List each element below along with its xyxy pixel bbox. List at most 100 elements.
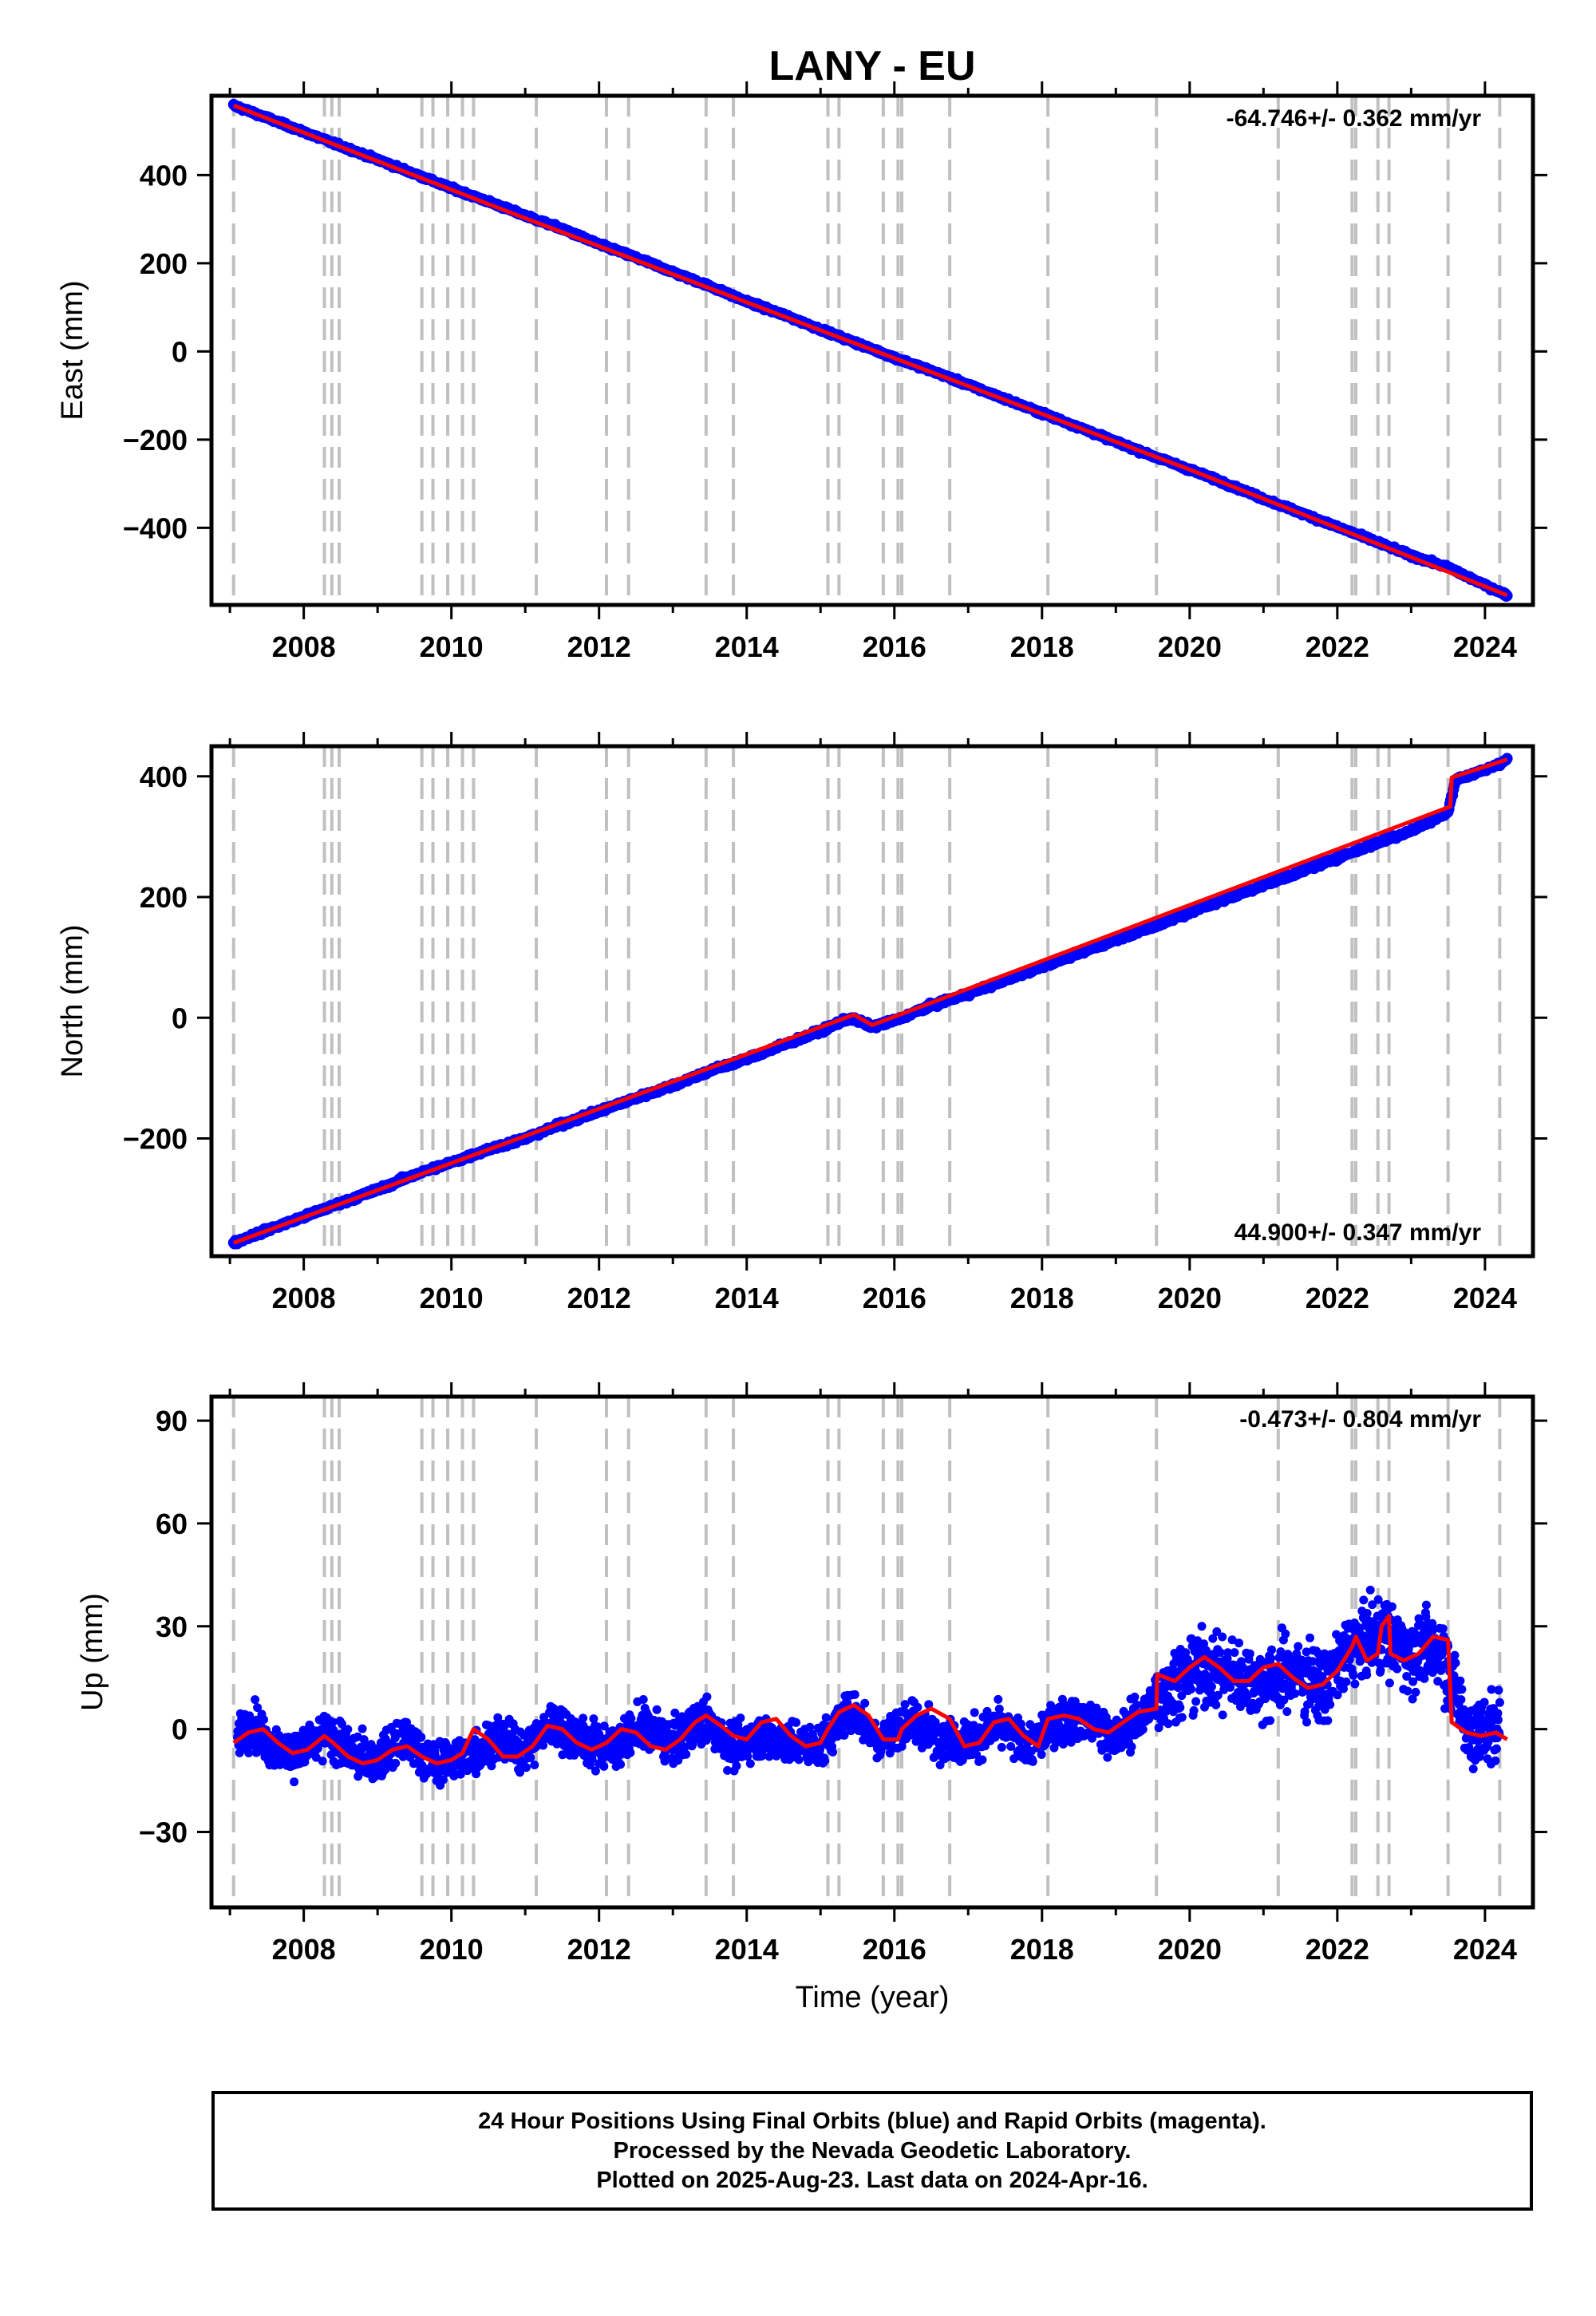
data-point xyxy=(318,1757,327,1766)
y-axis-label: East (mm) xyxy=(56,280,89,420)
x-tick-label: 2016 xyxy=(863,1282,926,1314)
data-point xyxy=(994,1694,1003,1704)
panel-east: 2008 2010 2012 2014 2016 2018 2020 2022 2024−400… xyxy=(56,81,1547,663)
data-point xyxy=(591,1766,600,1776)
event-lines xyxy=(231,746,1502,1256)
data-point xyxy=(516,1768,524,1777)
data-point xyxy=(521,1763,531,1773)
data-point xyxy=(970,1708,979,1717)
data-point xyxy=(487,1761,496,1771)
x-tick-label: 2008 xyxy=(272,1282,336,1314)
data-point xyxy=(972,1749,982,1759)
x-tick-label: 2022 xyxy=(1306,630,1369,663)
data-point xyxy=(626,1748,635,1757)
data-point xyxy=(850,1690,859,1699)
model-fit-line xyxy=(232,103,1508,598)
x-tick-label: 2012 xyxy=(567,1282,631,1314)
data-point xyxy=(417,1733,426,1742)
data-point xyxy=(821,1713,831,1722)
y-tick-label: −400 xyxy=(123,512,188,544)
data-point xyxy=(978,1755,987,1765)
data-point xyxy=(526,1753,535,1762)
data-point xyxy=(359,1735,369,1745)
data-point xyxy=(652,1705,662,1714)
data-point xyxy=(381,1734,390,1744)
x-tick-label: 2024 xyxy=(1453,1282,1517,1314)
data-point xyxy=(337,1719,346,1729)
model-fit-line xyxy=(232,757,1508,1245)
y-tick-label: 200 xyxy=(140,881,188,914)
chart-panels: 2008 2010 2012 2014 2016 2018 2020 2022 2024 −400… xyxy=(56,81,1547,1966)
data-point xyxy=(860,1698,870,1708)
data-point xyxy=(409,1759,418,1769)
data-point xyxy=(743,1752,753,1761)
data-point xyxy=(259,1715,268,1725)
data-point xyxy=(900,1700,910,1709)
x-tick-label: 2016 xyxy=(863,630,926,663)
y-tick-label: −200 xyxy=(123,424,188,456)
chart-title: LANY - EU xyxy=(768,43,975,89)
x-tick-label: 2020 xyxy=(1158,1282,1222,1314)
data-point xyxy=(805,1722,815,1732)
data-point xyxy=(328,1717,338,1727)
y-tick-label: 0 xyxy=(172,1002,188,1034)
panel-up: 2008 2010 2012 2014 2016 2018 2020 2022 2024−300… xyxy=(76,1382,1547,1966)
x-tick-label: 2012 xyxy=(567,630,631,663)
x-tick-label: 2014 xyxy=(715,630,779,663)
x-tick-label: 2014 xyxy=(715,1282,779,1314)
event-lines xyxy=(231,96,1502,605)
x-tick-label: 2008 xyxy=(272,630,336,663)
data-point xyxy=(589,1714,598,1724)
data-point xyxy=(422,1769,432,1779)
data-point xyxy=(290,1777,299,1787)
data-point xyxy=(794,1755,804,1765)
x-tick-label: 2018 xyxy=(1010,630,1074,663)
data-point xyxy=(660,1757,670,1766)
x-tick-label: 2020 xyxy=(1158,630,1222,663)
x-tick-label: 2010 xyxy=(420,1282,484,1314)
data-point xyxy=(732,1761,741,1771)
data-point xyxy=(736,1713,745,1723)
data-point xyxy=(616,1760,626,1769)
data-point xyxy=(820,1756,830,1765)
data-point xyxy=(723,1765,733,1775)
panel-north: 2008 2010 2012 2014 2016 2018 2020 2022 2024 −200… xyxy=(56,732,1547,1314)
data-point xyxy=(982,1706,992,1716)
y-tick-label: 0 xyxy=(172,335,188,368)
data-point xyxy=(244,1749,254,1757)
data-point xyxy=(828,1747,838,1757)
data-point xyxy=(251,1695,260,1705)
data-point xyxy=(638,1695,648,1704)
data-point xyxy=(493,1713,503,1722)
data-point xyxy=(593,1722,602,1732)
velocity-annotation: 44.900+/- 0.347 mm/yr xyxy=(1235,1219,1482,1246)
y-axis-label: North (mm) xyxy=(56,924,89,1077)
x-tick-label: 2022 xyxy=(1306,1282,1369,1314)
data-point xyxy=(402,1717,411,1727)
y-tick-label: 400 xyxy=(140,159,188,192)
data-point xyxy=(358,1724,367,1733)
x-tick-label: 2024 xyxy=(1453,630,1517,663)
data-point xyxy=(391,1758,401,1768)
data-point xyxy=(530,1761,539,1769)
data-point xyxy=(681,1749,691,1759)
data-point xyxy=(599,1721,609,1731)
panel-frame xyxy=(209,744,1535,1259)
x-axis: 2008 2010 2012 2014 2016 2018 2020 2022 2024 xyxy=(228,81,1517,663)
data-point xyxy=(245,1715,255,1725)
data-point xyxy=(997,1742,1006,1752)
data-point xyxy=(670,1708,680,1717)
data-point xyxy=(913,1702,922,1712)
data-point xyxy=(930,1717,940,1727)
y-tick-label: 200 xyxy=(140,247,188,280)
data-point xyxy=(626,1713,636,1723)
data-point xyxy=(839,1730,849,1740)
data-point xyxy=(792,1717,801,1727)
y-tick-label: 400 xyxy=(140,761,188,793)
data-point xyxy=(935,1761,945,1769)
data-point xyxy=(439,1775,448,1784)
x-tick-label: 2018 xyxy=(1010,1282,1074,1314)
x-axis: 2008 2010 2012 2014 2016 2018 2020 2022 2024 xyxy=(228,732,1517,1314)
y-tick-label: −200 xyxy=(123,1123,188,1156)
data-point xyxy=(500,1722,509,1732)
